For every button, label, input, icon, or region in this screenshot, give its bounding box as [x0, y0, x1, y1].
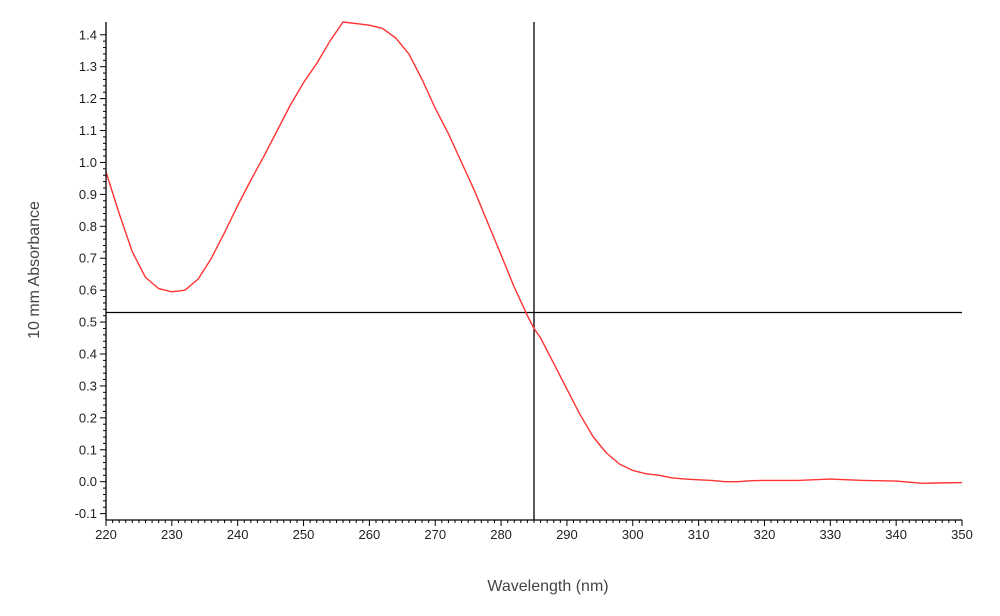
x-tick-label: 330 [819, 527, 841, 542]
x-tick-label: 290 [556, 527, 578, 542]
y-tick-label: 0.6 [79, 283, 97, 298]
x-tick-label: 270 [424, 527, 446, 542]
series-layer [105, 21, 963, 484]
absorbance-series-line [105, 21, 963, 484]
x-tick-label: 340 [885, 527, 907, 542]
y-tick-label: 0.9 [79, 187, 97, 202]
y-tick-label: 0.7 [79, 251, 97, 266]
y-tick-label: 0.3 [79, 378, 97, 393]
y-tick-label: 0.4 [79, 347, 97, 362]
y-tick-label: 1.0 [79, 155, 97, 170]
x-axis-title: Wavelength (nm) [487, 578, 608, 595]
crosshair [106, 22, 962, 520]
x-tick-label: 230 [161, 527, 183, 542]
y-tick-label: 0.0 [79, 474, 97, 489]
x-axis-ticks: 220 230 240 250 260 270 280 290 300 310 320 330 340 3… [95, 520, 973, 542]
x-tick-label: 350 [951, 527, 973, 542]
x-tick-label: 310 [688, 527, 710, 542]
y-tick-label: -0.1 [75, 506, 97, 521]
y-axis-title: 10 mm Absorbance [26, 201, 43, 339]
y-tick-label: 0.5 [79, 315, 97, 330]
x-tick-label: 240 [227, 527, 249, 542]
x-tick-label: 320 [754, 527, 776, 542]
y-tick-label: 0.1 [79, 442, 97, 457]
x-tick-label: 250 [293, 527, 315, 542]
x-tick-label: 260 [359, 527, 381, 542]
y-tick-label: 0.8 [79, 219, 97, 234]
y-axis-ticks: -0.1 0.0 0.1 0.2 0.3 0.4 0.5 0.6 0.7 0.8 0.9 1.0 1.1… [75, 27, 106, 521]
y-tick-label: 1.4 [79, 27, 97, 42]
x-tick-label: 280 [490, 527, 512, 542]
y-tick-label: 0.2 [79, 410, 97, 425]
x-tick-label: 220 [95, 527, 117, 542]
y-tick-label: 1.2 [79, 91, 97, 106]
y-tick-label: 1.3 [79, 59, 97, 74]
x-tick-label: 300 [622, 527, 644, 542]
y-tick-label: 1.1 [79, 123, 97, 138]
